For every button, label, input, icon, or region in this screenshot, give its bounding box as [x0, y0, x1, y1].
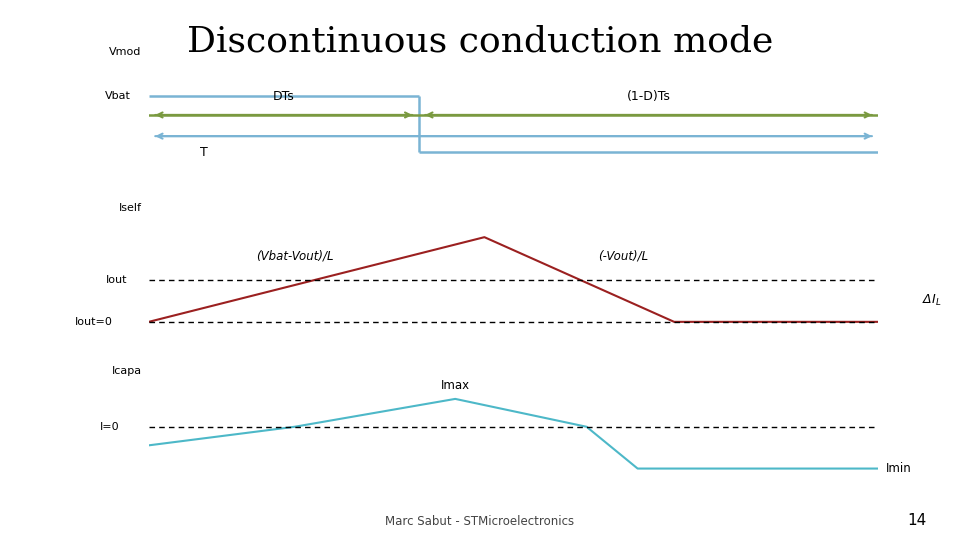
Text: Vbat: Vbat: [105, 91, 131, 102]
Text: Vmod: Vmod: [109, 47, 141, 57]
Text: Δ$I_L$: Δ$I_L$: [923, 293, 942, 308]
Text: T: T: [200, 145, 207, 159]
Text: DTs: DTs: [273, 90, 295, 103]
Text: Imin: Imin: [886, 462, 911, 475]
Text: Imax: Imax: [441, 379, 469, 392]
Text: Discontinuous conduction mode: Discontinuous conduction mode: [187, 24, 773, 58]
Text: Iself: Iself: [118, 204, 141, 213]
Text: Icapa: Icapa: [111, 366, 141, 376]
Text: (-Vout)/L: (-Vout)/L: [598, 249, 648, 262]
Text: Marc Sabut - STMicroelectronics: Marc Sabut - STMicroelectronics: [385, 515, 575, 528]
Text: Iout=0: Iout=0: [75, 317, 112, 327]
Text: (Vbat-Vout)/L: (Vbat-Vout)/L: [256, 249, 333, 262]
Text: I=0: I=0: [100, 422, 120, 432]
Text: (1-D)Ts: (1-D)Ts: [627, 90, 670, 103]
Text: Iout: Iout: [106, 274, 127, 285]
Text: 14: 14: [907, 513, 926, 528]
